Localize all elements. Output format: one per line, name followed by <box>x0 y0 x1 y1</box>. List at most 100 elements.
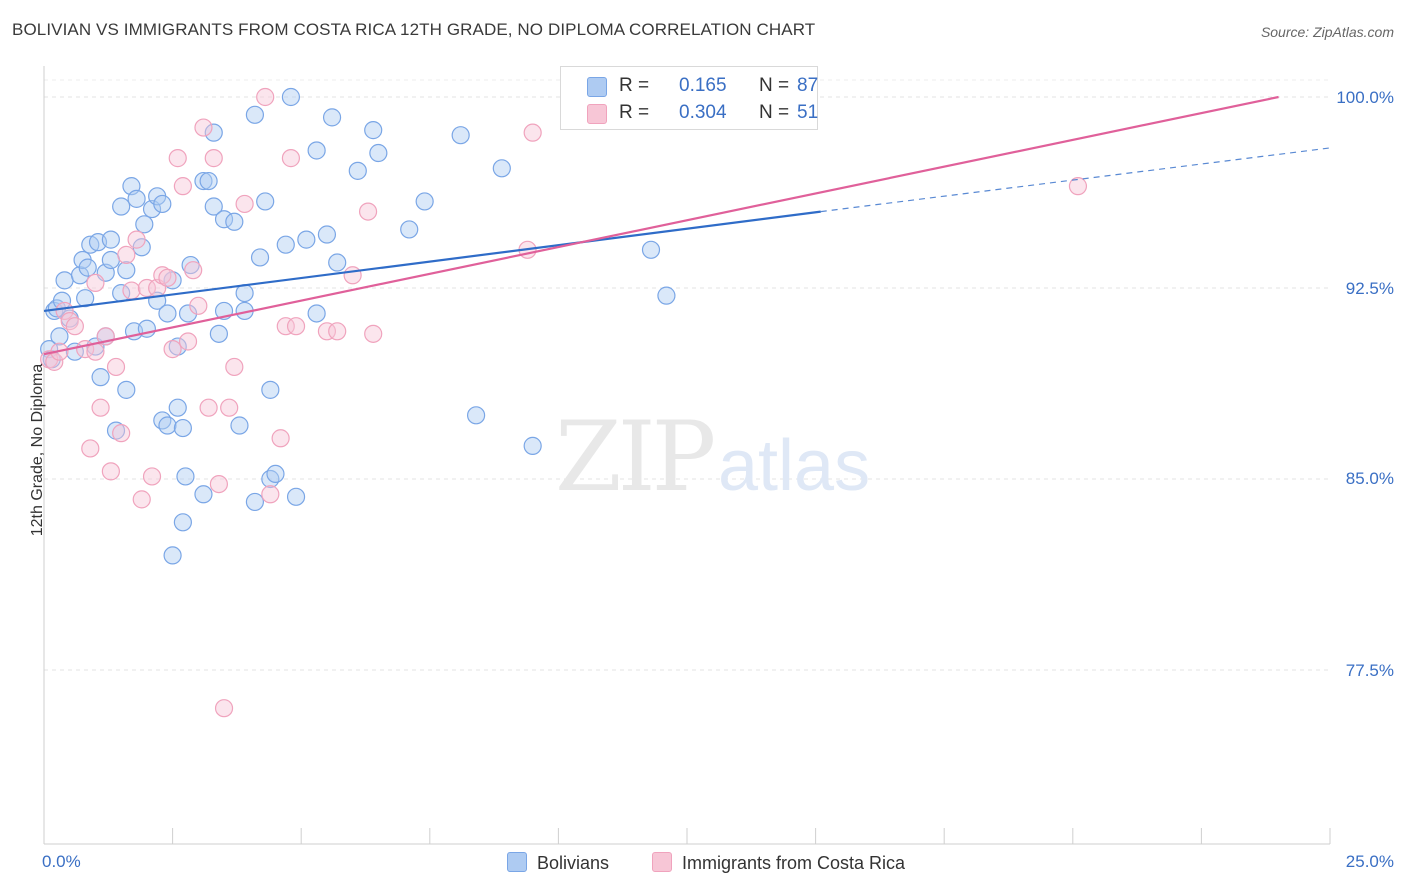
legend-n-value: 87 <box>797 75 819 96</box>
bolivians-point <box>400 220 419 239</box>
bolivians-point <box>250 248 270 267</box>
costa-rica-point <box>343 266 362 285</box>
bolivians-trend-extension <box>820 147 1331 213</box>
bolivians-point <box>70 266 90 285</box>
bolivians-point <box>106 421 126 440</box>
bolivians-point <box>181 255 200 275</box>
y-tick-label: 77.5% <box>1345 661 1394 680</box>
bolivians-point <box>204 197 223 216</box>
bolivians-point <box>523 436 542 455</box>
costa-rica-point <box>271 429 290 448</box>
bolivians-point <box>158 416 177 435</box>
bolivians-point <box>209 324 228 343</box>
bolivians-point <box>281 87 301 107</box>
y-tick-label: 85.0% <box>1345 469 1394 488</box>
costa-rica-point <box>256 87 275 107</box>
bolivians-point <box>194 171 213 191</box>
trend-lines <box>43 95 1331 356</box>
correlation-legend: R = 0.165 N = 87 R = 0.304 N = 51 <box>560 66 818 130</box>
legend-r-label: R = <box>619 102 650 123</box>
legend-n-label: N = <box>759 102 790 123</box>
costa-rica-point <box>132 490 151 509</box>
costa-rica-point <box>106 357 126 377</box>
bolivians-point <box>230 416 249 435</box>
bolivians-point <box>466 406 486 425</box>
bolivians-point <box>297 230 316 249</box>
bolivians-point <box>101 250 120 270</box>
bottom-legend-label-bolivians: Bolivians <box>537 853 610 873</box>
bolivians-point <box>235 283 254 303</box>
bolivians-point <box>78 258 97 277</box>
bolivians-point <box>153 194 172 214</box>
costa-rica-point <box>168 149 187 168</box>
y-tick-label: 100.0% <box>1336 88 1394 107</box>
costa-rica-point <box>60 312 79 331</box>
bolivians-point <box>117 261 136 280</box>
costa-rica-point <box>101 462 120 481</box>
bolivians-point <box>173 513 192 532</box>
legend-r-value: 0.304 <box>679 102 727 123</box>
bolivians-point <box>168 398 187 417</box>
bolivians-point <box>91 368 110 387</box>
costa-rica-point <box>45 352 64 371</box>
legend-swatch-bolivians <box>587 77 607 97</box>
bolivians-point <box>328 253 347 272</box>
costa-rica-point <box>153 266 172 285</box>
bolivians-point <box>178 304 198 323</box>
axes <box>43 66 1331 845</box>
costa-rica-point <box>163 340 182 359</box>
bolivians-point <box>112 197 131 216</box>
bolivians-point <box>307 304 326 323</box>
bolivians-point <box>153 411 172 430</box>
costa-rica-point <box>194 118 213 137</box>
watermark-atlas: atlas <box>718 426 870 506</box>
y-axis-label: 12th Grade, No Diploma <box>29 363 46 537</box>
costa-rica-point <box>158 268 177 287</box>
costa-rica-point <box>173 177 192 196</box>
legend-n-value: 51 <box>797 102 819 123</box>
costa-rica-point <box>204 149 223 168</box>
bolivians-point <box>158 304 177 323</box>
bolivians-point <box>127 189 146 208</box>
bolivians-point <box>225 212 244 231</box>
bolivians-points <box>40 87 676 565</box>
bolivians-point <box>163 271 182 290</box>
bolivians-point <box>261 380 280 399</box>
costa-rica-point <box>199 398 218 417</box>
legend-r-label: R = <box>619 75 650 96</box>
bolivians-point <box>369 143 388 163</box>
bolivians-point <box>173 418 192 438</box>
bolivians-trend-line <box>43 210 821 313</box>
bolivians-point <box>322 108 342 127</box>
y-tick-label: 92.5% <box>1345 279 1394 298</box>
costa-rica-point <box>127 230 146 249</box>
bolivians-point <box>415 192 434 211</box>
x-tick-label-min: 0.0% <box>42 852 81 871</box>
costa-rica-point <box>142 467 162 486</box>
bolivians-point <box>168 337 187 356</box>
costa-rica-point <box>220 398 239 417</box>
bolivians-point <box>163 546 182 565</box>
chart-title: BOLIVIAN VS IMMIGRANTS FROM COSTA RICA 1… <box>12 20 816 39</box>
legend-n-label: N = <box>759 75 790 96</box>
costa-rica-point <box>364 324 383 343</box>
bolivians-point <box>276 235 295 254</box>
costa-rica-point <box>358 202 378 221</box>
costa-rica-point <box>184 261 203 280</box>
watermark-zip: ZIP <box>555 401 714 513</box>
bottom-legend-swatch-costa-rica <box>652 852 672 872</box>
watermark: ZIP atlas <box>555 401 870 513</box>
bolivians-point <box>364 121 383 140</box>
bolivians-point <box>266 464 285 484</box>
costa-rica-point <box>235 194 254 214</box>
bolivians-point <box>245 492 265 512</box>
bolivians-point <box>492 159 511 178</box>
bolivians-point <box>55 271 74 290</box>
x-tick-label-max: 25.0% <box>1345 852 1394 871</box>
bolivians-point <box>176 467 195 486</box>
bottom-legend-label-costa-rica: Immigrants from Costa Rica <box>682 853 906 873</box>
bolivians-point <box>245 105 265 124</box>
costa-rica-trend-line <box>43 95 1279 356</box>
bolivians-point <box>348 161 367 180</box>
